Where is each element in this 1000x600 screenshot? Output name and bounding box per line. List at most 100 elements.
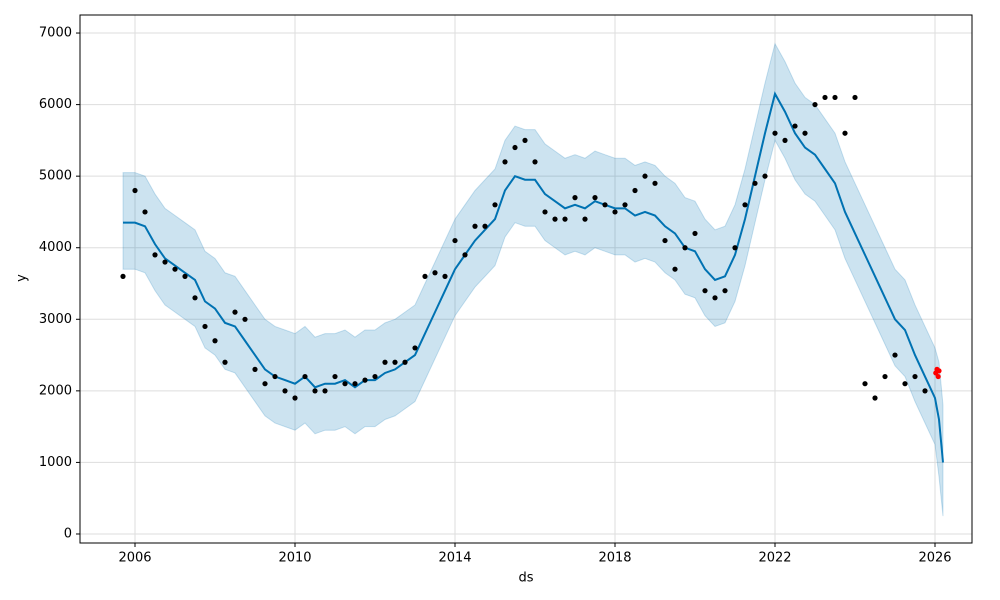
data-point: [822, 94, 828, 101]
data-point: [732, 245, 738, 251]
x-tick-label: 2026: [918, 551, 951, 566]
data-point: [362, 377, 368, 383]
data-point: [472, 223, 478, 229]
data-point: [892, 352, 898, 358]
data-point: [922, 388, 928, 394]
data-point: [542, 209, 548, 215]
data-point: [752, 180, 758, 186]
data-point: [912, 373, 918, 380]
y-tick-label: 4000: [39, 240, 72, 255]
data-point: [142, 209, 148, 215]
data-point: [572, 195, 578, 201]
data-point: [462, 252, 468, 258]
data-point: [442, 273, 448, 279]
y-tick-label: 2000: [39, 383, 72, 398]
data-point: [482, 223, 488, 229]
plot-frame: [79, 14, 973, 544]
data-point: [132, 187, 138, 194]
data-point: [882, 373, 888, 380]
data-point: [162, 259, 168, 265]
data-point: [652, 180, 658, 186]
data-point: [302, 373, 308, 380]
data-point: [412, 345, 418, 351]
data-point: [432, 270, 438, 276]
data-point: [936, 368, 942, 374]
data-point: [352, 381, 358, 387]
data-point: [832, 94, 838, 101]
x-tick-label: 2006: [118, 551, 151, 566]
x-tick-label: 2014: [438, 551, 471, 566]
data-point: [812, 101, 818, 108]
data-point: [502, 159, 508, 165]
data-point: [632, 187, 638, 194]
data-point: [842, 130, 848, 136]
data-point: [712, 295, 718, 301]
data-point: [622, 202, 628, 208]
data-point: [272, 373, 278, 380]
y-axis-label: y: [15, 274, 30, 282]
data-point: [522, 137, 528, 143]
data-point: [322, 388, 328, 394]
data-point: [222, 359, 228, 365]
data-point: [252, 366, 258, 372]
data-point: [935, 373, 941, 380]
data-point: [862, 381, 868, 387]
data-point: [312, 388, 318, 394]
data-point: [492, 202, 498, 208]
data-point: [282, 388, 288, 394]
data-point: [512, 144, 518, 151]
data-point: [202, 323, 208, 330]
y-tick-label: 0: [64, 526, 72, 541]
y-tick-label: 6000: [39, 97, 72, 112]
data-point: [582, 216, 588, 222]
data-point: [402, 359, 408, 365]
data-point: [722, 288, 728, 294]
x-tick-label: 2018: [598, 551, 631, 566]
data-point: [792, 123, 798, 129]
data-point: [532, 159, 538, 165]
data-point: [612, 209, 618, 215]
data-point: [212, 338, 218, 344]
y-tick-label: 1000: [39, 455, 72, 470]
data-point: [192, 295, 198, 301]
forecast-line: [123, 91, 944, 463]
data-point: [592, 195, 598, 201]
y-tick-label: 3000: [39, 312, 72, 327]
data-point: [782, 137, 788, 143]
data-point: [682, 245, 688, 251]
data-point: [342, 381, 348, 387]
data-point: [372, 373, 378, 380]
data-point: [602, 202, 608, 208]
data-point: [182, 273, 188, 279]
data-point: [662, 237, 668, 244]
x-axis-label: ds: [518, 571, 533, 586]
x-tick-label: 2010: [278, 551, 311, 566]
data-point: [872, 395, 878, 401]
data-point: [382, 359, 388, 365]
data-point: [332, 373, 338, 380]
data-point: [152, 252, 158, 258]
data-point: [562, 216, 568, 222]
y-tick-label: 7000: [39, 26, 72, 41]
data-point: [902, 381, 908, 387]
data-point: [702, 288, 708, 294]
uncertainty-band: [122, 42, 944, 517]
data-point: [552, 216, 558, 222]
data-point: [452, 237, 458, 244]
data-point: [242, 316, 248, 322]
data-point: [392, 359, 398, 365]
data-point: [262, 381, 268, 387]
data-point: [852, 94, 858, 101]
data-point: [232, 309, 238, 315]
y-tick-label: 5000: [39, 169, 72, 184]
data-point: [672, 266, 678, 272]
data-point: [692, 230, 698, 237]
data-point: [172, 266, 178, 272]
x-tick-label: 2022: [758, 551, 791, 566]
data-point: [422, 273, 428, 279]
data-point: [772, 130, 778, 136]
data-point: [292, 395, 298, 401]
data-point: [742, 202, 748, 208]
data-point: [762, 173, 768, 179]
